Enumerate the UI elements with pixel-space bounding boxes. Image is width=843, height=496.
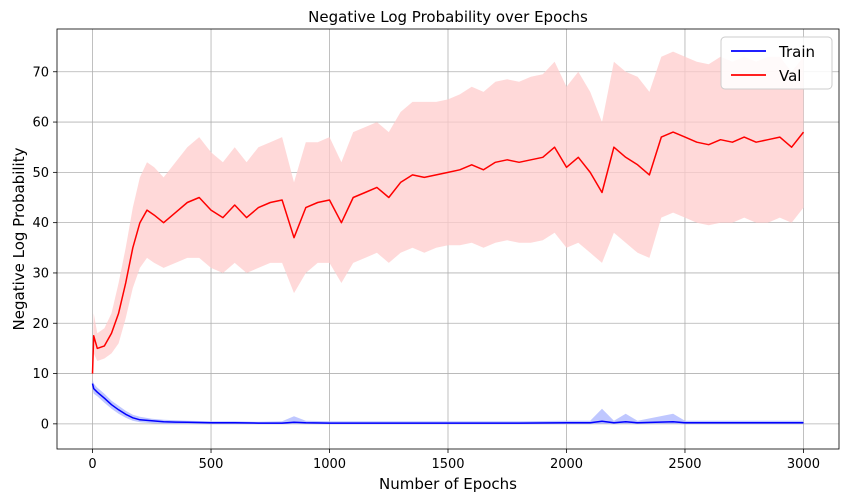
confidence-bands — [92, 51, 804, 424]
y-tick-label: 0 — [41, 417, 49, 432]
band-val — [92, 51, 804, 384]
x-tick-label: 1000 — [313, 457, 346, 472]
x-axis-label: Number of Epochs — [379, 475, 517, 492]
series-line-val — [91, 131, 805, 374]
x-tick-label: 2000 — [550, 457, 583, 472]
x-tick-label: 3000 — [787, 457, 820, 472]
chart-title: Negative Log Probability over Epochs — [308, 8, 588, 26]
y-tick-label: 40 — [32, 216, 49, 231]
series-line-train — [91, 383, 804, 424]
y-tick-label: 30 — [32, 266, 49, 281]
y-tick-label: 20 — [32, 317, 49, 332]
y-tick-label: 50 — [32, 166, 49, 181]
legend-label-train: Train — [778, 43, 815, 61]
legend: Train Val — [720, 36, 833, 90]
y-axis-label: Negative Log Probability — [10, 147, 28, 330]
series-lines — [91, 131, 805, 424]
y-tick-label: 10 — [32, 367, 49, 382]
x-tick-label: 500 — [199, 457, 224, 472]
x-tick-label: 1500 — [431, 457, 464, 472]
axis-ticks: 0 500 1000 1500 2000 2500 3000 0 10 20 30 40 50 60 70 — [32, 65, 820, 472]
legend-box — [720, 36, 833, 90]
x-tick-label: 2500 — [668, 457, 701, 472]
y-tick-label: 70 — [32, 65, 49, 80]
x-tick-label: 0 — [88, 457, 96, 472]
y-tick-label: 60 — [32, 116, 49, 131]
legend-label-val: Val — [779, 67, 801, 85]
